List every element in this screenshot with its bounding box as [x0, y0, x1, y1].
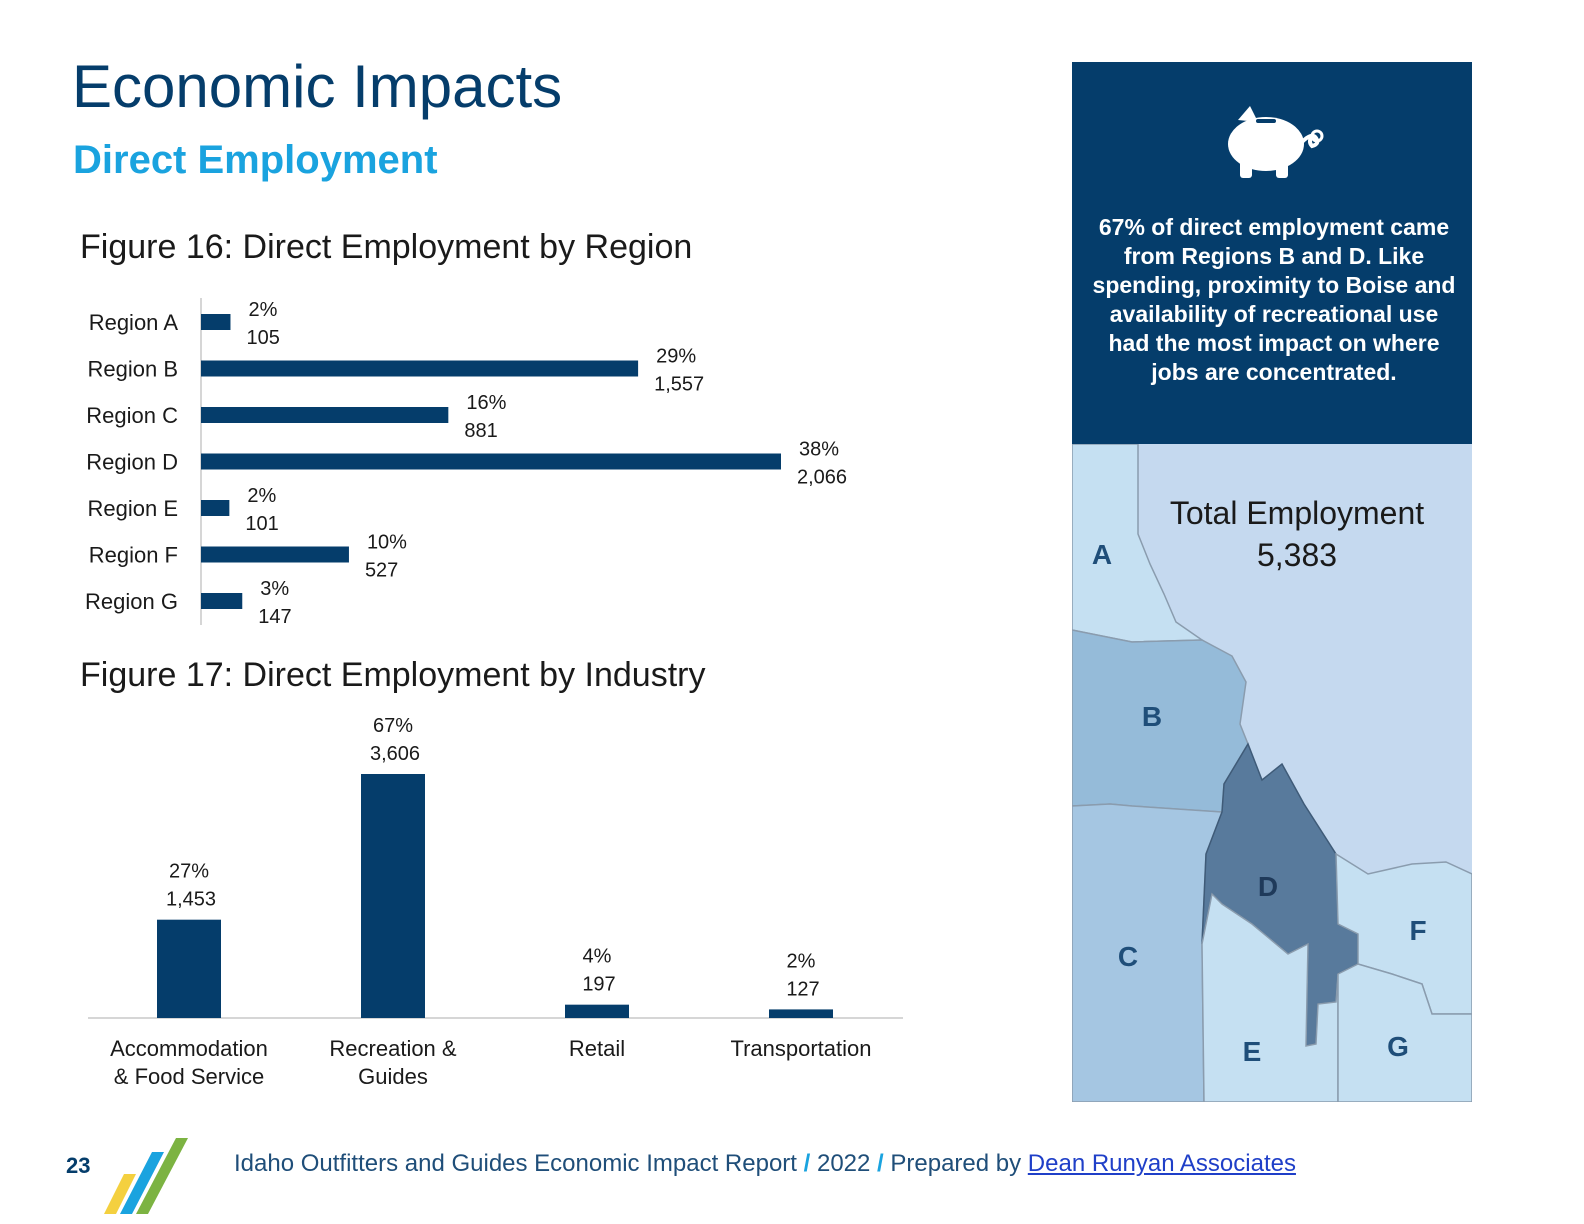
industry-category-label: Retail	[569, 1036, 625, 1061]
region-category-label: Region C	[86, 403, 178, 428]
region-bar	[201, 546, 349, 563]
industry-bar	[565, 1004, 629, 1018]
industry-bar	[769, 1009, 833, 1018]
region-value-label: 101	[245, 513, 278, 535]
footer-separator: /	[803, 1150, 811, 1177]
industry-bar	[361, 774, 425, 1018]
industry-category-label: Accommodation	[110, 1036, 268, 1061]
map-region-g	[1337, 963, 1472, 1102]
idaho-region-map: A B C D E F G	[1072, 444, 1472, 1102]
region-category-label: Region B	[87, 357, 178, 382]
region-value-label: 147	[258, 606, 291, 628]
figure16-title: Figure 16: Direct Employment by Region	[80, 228, 693, 266]
industry-percent-label: 27%	[169, 861, 209, 883]
industry-value-label: 127	[786, 978, 819, 1000]
industry-bar	[157, 919, 221, 1018]
map-label-e: E	[1243, 1036, 1262, 1067]
map-label-b: B	[1142, 701, 1162, 732]
region-category-label: Region A	[89, 310, 179, 335]
map-label-f: F	[1409, 915, 1426, 946]
industry-percent-label: 67%	[373, 715, 413, 737]
callout-text: 67% of direct employment came from Regio…	[1092, 214, 1456, 385]
sidebar-callout-panel	[1072, 62, 1472, 444]
region-value-label: 105	[246, 327, 279, 349]
footer-text: Idaho Outfitters and Guides Economic Imp…	[234, 1150, 1296, 1178]
industry-percent-label: 4%	[583, 946, 612, 968]
region-percent-label: 16%	[466, 392, 506, 414]
region-value-label: 527	[365, 560, 398, 582]
region-category-label: Region D	[86, 450, 178, 475]
figure17-title: Figure 17: Direct Employment by Industry	[80, 656, 706, 694]
industry-percent-label: 2%	[787, 950, 816, 972]
region-category-label: Region F	[89, 543, 178, 568]
brand-logo-icon	[104, 1138, 188, 1214]
total-employment-label: Total Employment	[1169, 495, 1425, 531]
industry-category-label: Guides	[358, 1064, 428, 1089]
footer-year: 2022	[816, 1150, 871, 1177]
region-bar	[201, 500, 230, 516]
region-value-label: 2,066	[797, 467, 847, 489]
region-value-label: 881	[464, 420, 497, 442]
industry-value-label: 3,606	[370, 743, 420, 765]
region-percent-label: 2%	[247, 485, 276, 507]
piggy-bank-icon	[1228, 106, 1324, 178]
footer-prepared-by: Prepared by	[890, 1150, 1022, 1177]
region-bar	[201, 453, 781, 470]
author-link[interactable]: Dean Runyan Associates	[1027, 1150, 1296, 1177]
region-bar	[201, 360, 639, 377]
page-subtitle: Direct Employment	[73, 138, 438, 182]
map-label-g: G	[1387, 1031, 1409, 1062]
page-number: 23	[66, 1153, 91, 1178]
footer-report-name: Idaho Outfitters and Guides Economic Imp…	[234, 1150, 797, 1177]
industry-category-label: Transportation	[730, 1036, 871, 1061]
region-bar	[201, 593, 243, 609]
footer-separator: /	[877, 1150, 884, 1177]
industry-bar-chart: 27% 1,453 Accommodation & Food Service 67% 3,…	[88, 715, 903, 1089]
region-bar	[201, 314, 231, 330]
total-employment-value: 5,383	[1256, 537, 1338, 573]
region-category-label: Region G	[85, 589, 178, 614]
industry-value-label: 1,453	[166, 889, 216, 911]
region-value-label: 1,557	[654, 374, 704, 396]
industry-value-label: 197	[582, 974, 615, 996]
region-bar	[201, 407, 449, 423]
region-percent-label: 38%	[799, 439, 839, 461]
map-label-d: D	[1258, 871, 1278, 902]
page-title: Economic Impacts	[72, 53, 563, 120]
region-bar-chart: Region A 2% 105 Region B 29% 1,557 Region C 16%…	[85, 298, 847, 628]
total-employment: Total Employment 5,383	[1122, 492, 1472, 576]
industry-category-label: Recreation &	[329, 1036, 457, 1061]
map-label-a: A	[1092, 539, 1112, 570]
map-region-c	[1072, 803, 1224, 1102]
region-percent-label: 29%	[656, 346, 696, 368]
industry-category-label: & Food Service	[114, 1064, 264, 1089]
region-category-label: Region E	[87, 496, 178, 521]
region-percent-label: 10%	[367, 532, 407, 554]
region-percent-label: 3%	[260, 578, 289, 600]
region-percent-label: 2%	[248, 299, 277, 321]
map-label-c: C	[1118, 941, 1138, 972]
